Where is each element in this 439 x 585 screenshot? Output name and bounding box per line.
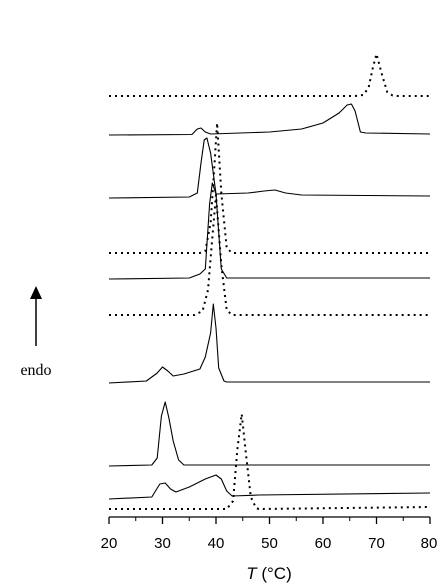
x-axis-unit: (°C) xyxy=(257,564,292,583)
x-axis: 20 30 40 50 60 70 80 xyxy=(101,516,438,552)
series-curve-5 xyxy=(108,182,430,280)
curve-group xyxy=(108,53,431,510)
series-curve-3 xyxy=(109,122,430,254)
endo-arrow-head xyxy=(30,286,42,299)
series-curve-1 xyxy=(109,53,430,97)
x-tick-label-30: 30 xyxy=(154,535,171,552)
series-curve-10 xyxy=(108,474,431,500)
x-tick-label-20: 20 xyxy=(101,535,118,552)
x-axis-title: T (°C) xyxy=(246,564,292,583)
series-curve-9 xyxy=(109,413,431,510)
endo-label: endo xyxy=(20,362,51,379)
x-axis-symbol: T xyxy=(246,564,258,583)
x-tick-label-70: 70 xyxy=(368,535,385,552)
x-tick-label-50: 50 xyxy=(261,535,278,552)
x-tick-label-60: 60 xyxy=(315,535,332,552)
series-curve-7 xyxy=(108,303,430,384)
x-tick-label-80: 80 xyxy=(421,535,438,552)
series-curve-8 xyxy=(108,401,430,467)
x-tick-label-40: 40 xyxy=(208,535,225,552)
series-curve-6 xyxy=(109,194,430,316)
series-curve-2 xyxy=(108,103,431,136)
series-curve-4 xyxy=(108,137,431,199)
endo-indicator: endo xyxy=(20,286,52,379)
